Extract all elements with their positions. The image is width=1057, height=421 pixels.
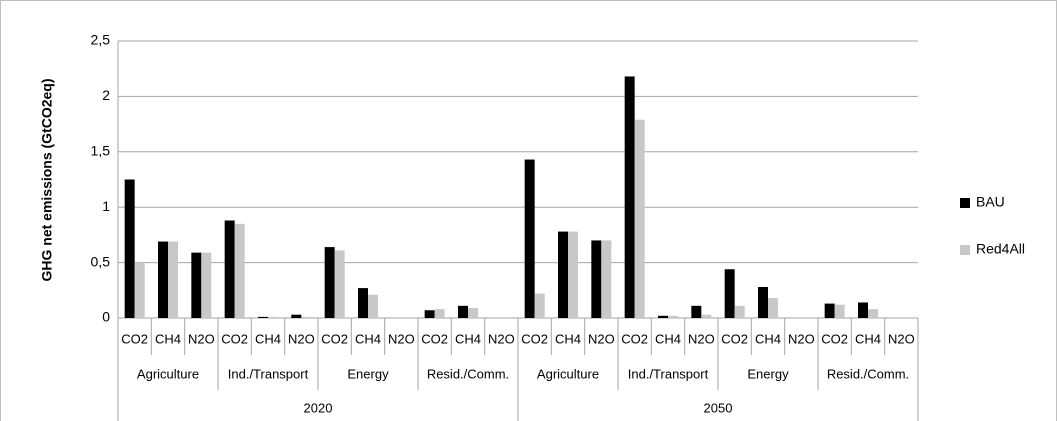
bar	[424, 310, 435, 318]
x-tick-label: N2O	[488, 331, 515, 346]
bar	[168, 241, 178, 318]
x-tick-label: CO2	[521, 331, 548, 346]
x-tick-label: N2O	[788, 331, 815, 346]
x-tick-label: N2O	[688, 331, 715, 346]
bar	[368, 294, 378, 318]
bar	[734, 305, 745, 318]
bar	[324, 247, 335, 318]
bar	[691, 305, 702, 318]
x-tick-label: CO2	[221, 331, 248, 346]
x-tick-label: CH4	[655, 331, 681, 346]
x-tick-label: CH4	[255, 331, 281, 346]
bar	[124, 179, 135, 318]
bar	[824, 303, 835, 318]
x-tick-label: CO2	[421, 331, 448, 346]
x-tick-label: N2O	[388, 331, 415, 346]
year-label: 2020	[304, 400, 333, 415]
x-tick-label: N2O	[288, 331, 315, 346]
sector-label: Ind./Transport	[228, 366, 309, 381]
x-tick-label: CH4	[455, 331, 481, 346]
bar	[358, 288, 368, 318]
y-tick-label: 2,5	[91, 32, 111, 48]
legend-swatch	[960, 198, 970, 208]
sector-label: Agriculture	[537, 366, 599, 381]
x-tick-label: CH4	[755, 331, 781, 346]
bar	[468, 308, 478, 318]
x-tick-label: CO2	[821, 331, 848, 346]
legend-swatch	[960, 245, 970, 255]
y-axis-label: GHG net emissions (GtCO2eq)	[39, 78, 55, 281]
x-tick-label: N2O	[188, 331, 215, 346]
bar	[458, 305, 468, 318]
bar	[268, 316, 278, 318]
bar	[758, 286, 768, 318]
x-tick-label: CH4	[855, 331, 881, 346]
bar	[668, 315, 678, 318]
bar	[334, 250, 345, 318]
bar	[558, 231, 568, 318]
bar	[658, 315, 668, 318]
y-tick-label: 0	[102, 309, 110, 325]
sector-label: Resid./Comm.	[827, 366, 909, 381]
x-tick-label: CO2	[121, 331, 148, 346]
bar	[768, 298, 778, 318]
bar	[701, 314, 712, 318]
bar	[234, 223, 245, 318]
bar	[724, 269, 735, 318]
x-tick-label: CH4	[555, 331, 581, 346]
x-tick-label: CO2	[321, 331, 348, 346]
x-tick-label: N2O	[888, 331, 915, 346]
x-tick-label: CO2	[621, 331, 648, 346]
x-tick-label: CH4	[355, 331, 381, 346]
y-tick-label: 1	[102, 198, 110, 214]
sector-label: Resid./Comm.	[427, 366, 509, 381]
bar	[568, 231, 578, 318]
bar	[634, 119, 645, 318]
bar	[591, 240, 602, 318]
bar	[601, 240, 612, 318]
sector-label: Energy	[747, 366, 789, 381]
y-tick-label: 0,5	[91, 253, 111, 269]
bar	[291, 314, 302, 318]
y-tick-label: 1,5	[91, 143, 111, 159]
bar	[434, 309, 445, 318]
legend-label: Red4All	[976, 241, 1025, 257]
sector-label: Agriculture	[137, 366, 199, 381]
bar	[624, 76, 635, 319]
bar	[301, 316, 312, 318]
bar	[858, 302, 868, 318]
x-tick-label: CH4	[155, 331, 181, 346]
bar	[258, 316, 268, 318]
bar	[134, 262, 145, 318]
x-tick-label: CO2	[721, 331, 748, 346]
x-tick-label: N2O	[588, 331, 615, 346]
legend-label: BAU	[976, 194, 1005, 210]
year-label: 2050	[704, 400, 733, 415]
bar	[868, 309, 878, 318]
bar	[158, 241, 168, 318]
sector-label: Energy	[347, 366, 389, 381]
bar	[534, 293, 545, 318]
sector-label: Ind./Transport	[628, 366, 709, 381]
bar	[191, 252, 202, 318]
bar	[201, 252, 212, 318]
bar	[524, 159, 535, 318]
bar	[834, 304, 845, 318]
bar	[224, 220, 235, 318]
y-tick-label: 2	[102, 87, 110, 103]
